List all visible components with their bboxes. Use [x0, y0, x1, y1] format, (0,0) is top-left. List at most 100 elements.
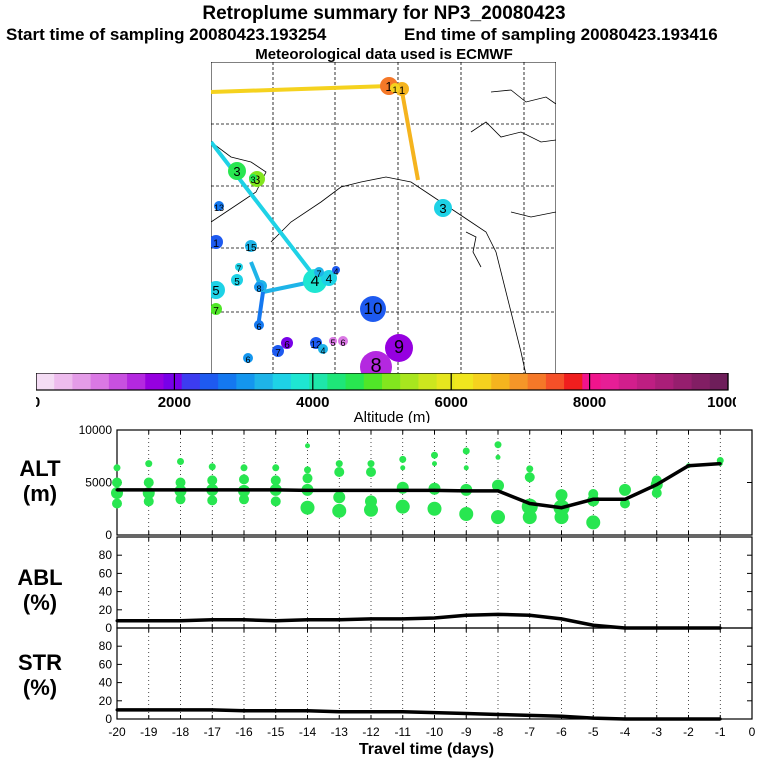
- map-marker-label: 13: [214, 203, 224, 213]
- x-tick-label: -7: [524, 725, 535, 739]
- data-point: [306, 709, 309, 713]
- map-marker: 8: [360, 351, 392, 375]
- cluster-dot: [302, 473, 313, 484]
- data-point: [210, 488, 214, 492]
- colorbar-swatch: [418, 373, 438, 390]
- panel-alt: 0 5000 10000: [79, 425, 753, 542]
- x-tick-label: -3: [651, 725, 662, 739]
- data-point: [655, 717, 659, 721]
- data-point: [179, 708, 182, 712]
- alt-ylabel-line1: ALT: [19, 456, 61, 481]
- y-tick-label: 40: [99, 585, 113, 599]
- y-tick-label: 0: [105, 621, 112, 635]
- data-point: [655, 483, 659, 487]
- map-marker: 4: [332, 266, 340, 277]
- x-tick-label: -17: [204, 725, 222, 739]
- colorbar-swatch: [545, 373, 565, 390]
- cluster-dot: [586, 515, 601, 530]
- map-marker: 1: [211, 235, 223, 250]
- cluster-dot: [143, 496, 154, 507]
- x-tick-label: -19: [140, 725, 158, 739]
- data-point: [147, 708, 151, 712]
- cluster-dot: [112, 477, 122, 488]
- data-point: [115, 488, 119, 492]
- alt-ylabel: ALT (m): [0, 456, 80, 506]
- cluster-dot: [366, 467, 376, 477]
- x-tick-label: -14: [299, 725, 317, 739]
- cluster-dot: [240, 464, 248, 472]
- map-marker-label: 10: [364, 299, 383, 318]
- data-point: [337, 618, 341, 622]
- colorbar-tick-label: 8000: [573, 394, 606, 411]
- colorbar-tick-label: 4000: [296, 394, 329, 411]
- retroplume-map: 11331311575444857676124561098683731: [211, 62, 556, 375]
- data-point: [369, 617, 373, 621]
- data-point: [274, 488, 278, 492]
- cluster-dot: [495, 454, 501, 460]
- map-marker-label: 6: [245, 355, 250, 365]
- x-tick-label: -15: [267, 725, 285, 739]
- data-point: [306, 618, 309, 622]
- y-tick-label: 0: [105, 712, 112, 726]
- cluster-dot: [494, 441, 502, 449]
- map-marker: 6: [243, 353, 253, 365]
- map-marker-label: 8: [370, 355, 381, 375]
- colorbar-swatch: [582, 373, 602, 390]
- data-point: [591, 716, 595, 720]
- data-point: [210, 708, 214, 712]
- colorbar-swatch: [218, 373, 237, 390]
- map-marker-dot: [245, 240, 257, 252]
- colorbar-swatch: [290, 373, 310, 390]
- colorbar-swatch: [673, 373, 693, 390]
- cluster-dot: [305, 443, 310, 449]
- cluster-dot: [239, 494, 249, 505]
- cluster-dot: [400, 465, 406, 471]
- map-marker: 8: [254, 282, 264, 294]
- colorbar-swatch: [272, 373, 292, 390]
- x-tick-label: -8: [493, 725, 504, 739]
- map-marker-label: 3: [439, 201, 446, 216]
- cluster-dot: [112, 498, 122, 509]
- colorbar-swatch: [655, 373, 674, 390]
- data-point: [369, 710, 373, 714]
- data-point: [369, 488, 373, 492]
- cluster-dot: [491, 510, 505, 525]
- x-tick-label: 0: [749, 725, 756, 739]
- x-tick-label: -11: [395, 725, 412, 739]
- data-point: [115, 708, 119, 712]
- cluster-dot: [143, 477, 154, 488]
- data-point: [496, 489, 500, 493]
- y-tick-label: 5000: [85, 476, 112, 490]
- data-point: [560, 714, 563, 718]
- cluster-dot: [365, 495, 377, 508]
- map-marker: 7: [272, 345, 284, 359]
- map-marker-dot: [329, 337, 337, 345]
- data-point: [718, 462, 722, 466]
- x-tick-label: -2: [683, 725, 694, 739]
- cluster-dot: [175, 477, 186, 488]
- map-marker-dot: [254, 320, 264, 330]
- cluster-dot: [432, 461, 437, 467]
- map-marker: 3: [228, 162, 246, 180]
- map-marker-dot: [249, 174, 257, 182]
- colorbar-swatch: [327, 373, 347, 390]
- y-tick-label: 60: [99, 657, 113, 671]
- map-marker: 10: [360, 296, 386, 322]
- colorbar-swatch: [181, 373, 201, 390]
- map-marker-dot: [214, 201, 224, 211]
- x-tick-label: -20: [108, 725, 126, 739]
- map-marker: 9: [385, 334, 413, 362]
- map-marker-dot: [338, 336, 348, 346]
- map-marker-label: 5: [330, 338, 335, 348]
- data-point: [496, 612, 500, 616]
- colorbar-tick-label: 0: [36, 394, 40, 411]
- map-marker-dot: [321, 270, 337, 286]
- series-line-abl: [117, 612, 721, 630]
- start-time-label: Start time of sampling 20080423.193254: [6, 25, 327, 44]
- colorbar-swatch: [436, 373, 456, 390]
- y-tick-label: 0: [105, 528, 112, 542]
- cluster-dot: [335, 460, 343, 468]
- map-marker-label: 4: [326, 272, 333, 286]
- cluster-dot: [272, 464, 280, 472]
- y-tick-label: 80: [99, 639, 113, 653]
